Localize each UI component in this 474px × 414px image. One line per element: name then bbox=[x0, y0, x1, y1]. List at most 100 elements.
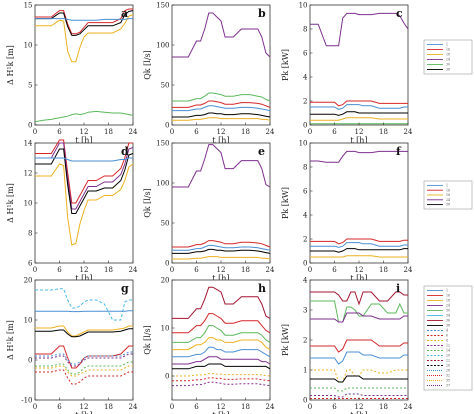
legend-label: 6 bbox=[446, 334, 448, 338]
legend-label: 38 bbox=[446, 203, 450, 207]
series-line-8 bbox=[35, 369, 133, 385]
series-line-6 bbox=[172, 117, 271, 121]
x-tick-label: 12 bbox=[355, 128, 364, 136]
x-tick-label: 18 bbox=[241, 266, 250, 274]
series-line-7 bbox=[172, 363, 271, 370]
y-tick-label: 100 bbox=[156, 42, 169, 50]
series-line-4 bbox=[310, 248, 408, 253]
x-tick-label: 6 bbox=[194, 266, 199, 274]
legend-label: 1 bbox=[446, 184, 448, 188]
plot-area bbox=[34, 279, 134, 401]
x-tick-label: 24 bbox=[266, 403, 275, 411]
legend-label: 12 bbox=[446, 344, 450, 348]
x-axis-label: t [h] bbox=[350, 411, 367, 414]
series-line-3 bbox=[35, 148, 134, 214]
y-tick-label: 2 bbox=[303, 337, 307, 345]
y-axis-label: Δ H¹k [m] bbox=[6, 45, 15, 85]
y-tick-label: 8 bbox=[28, 230, 32, 238]
series-line-3 bbox=[172, 100, 271, 108]
series-line-4 bbox=[172, 337, 271, 351]
series-line-3 bbox=[172, 244, 271, 251]
legend-label: 24 bbox=[446, 304, 450, 308]
legend-label: 18 bbox=[446, 53, 450, 57]
plot-area bbox=[34, 4, 134, 126]
y-tick-label: 10 bbox=[299, 140, 308, 148]
y-tick-label: 12 bbox=[24, 170, 33, 178]
y-tick-label: 2 bbox=[303, 98, 307, 106]
panel-e: 0 6 12 18 24 0 50 100 150 t [h] Qk [l/s] e bbox=[143, 140, 275, 284]
y-axis-label: Qk [l/s] bbox=[143, 325, 152, 355]
series-line-5 bbox=[310, 351, 408, 365]
legend-box bbox=[423, 39, 473, 75]
x-tick-label: 0 bbox=[308, 128, 312, 136]
series-line-9 bbox=[310, 393, 408, 398]
y-tick-label: 50 bbox=[161, 220, 170, 228]
legend-label: 32 bbox=[446, 374, 450, 378]
x-tick-label: 18 bbox=[104, 128, 113, 136]
legend-label: 24 bbox=[446, 198, 450, 202]
panel-label: i bbox=[396, 282, 400, 295]
series-line-2 bbox=[172, 313, 271, 334]
series-line-5 bbox=[172, 346, 271, 358]
series-line-4 bbox=[35, 163, 134, 246]
x-tick-label: 18 bbox=[241, 403, 250, 411]
y-tick-label: 0 bbox=[303, 122, 307, 130]
legend-label: 36 bbox=[446, 319, 450, 323]
y-tick-label: 10 bbox=[24, 317, 33, 325]
legend-label: 16 bbox=[446, 188, 450, 192]
legend-label: 38 bbox=[446, 324, 450, 328]
x-tick-label: 24 bbox=[404, 266, 413, 274]
series-line-1 bbox=[35, 288, 133, 321]
x-tick-label: 12 bbox=[217, 266, 226, 274]
panel-a: 0 6 12 18 24 0 5 10 15 t [h] Δ H¹k [m] a bbox=[6, 2, 138, 146]
series-line-3 bbox=[172, 325, 271, 343]
x-tick-label: 0 bbox=[33, 128, 37, 136]
x-tick-label: 6 bbox=[332, 403, 337, 411]
legend-label: 34 bbox=[446, 314, 450, 318]
legend-label: 28 bbox=[446, 369, 450, 373]
legend-label: 16 bbox=[446, 48, 450, 52]
x-tick-label: 0 bbox=[170, 266, 174, 274]
x-tick-label: 18 bbox=[379, 403, 388, 411]
x-tick-label: 24 bbox=[404, 403, 413, 411]
legend-label: 8 bbox=[446, 339, 448, 343]
panel-label: b bbox=[258, 7, 266, 20]
y-tick-label: 4 bbox=[303, 277, 308, 285]
y-tick-label: 15 bbox=[24, 2, 33, 10]
series-line-3 bbox=[310, 242, 408, 248]
series-line-6 bbox=[35, 353, 133, 367]
panel-label: f bbox=[396, 145, 402, 158]
series-line-2 bbox=[35, 142, 134, 210]
y-tick-label: 150 bbox=[156, 2, 169, 10]
series-line-7 bbox=[310, 375, 408, 383]
x-tick-label: 18 bbox=[379, 128, 388, 136]
legend-label: 20 bbox=[446, 354, 450, 358]
series-line-1 bbox=[35, 139, 133, 204]
panel-h: 0 6 12 18 24 0 10 20 t [h] Qk [l/s] h bbox=[143, 277, 275, 414]
x-tick-label: 0 bbox=[308, 266, 312, 274]
y-tick-label: 0 bbox=[303, 260, 307, 268]
y-tick-label: 4 bbox=[303, 212, 308, 220]
x-tick-label: 0 bbox=[308, 403, 312, 411]
panel-label: a bbox=[121, 7, 128, 20]
x-tick-label: 0 bbox=[170, 403, 174, 411]
series-line-5 bbox=[35, 157, 133, 162]
panel-label: g bbox=[121, 282, 129, 295]
series-line-4 bbox=[310, 111, 408, 116]
series-line-4 bbox=[310, 339, 408, 353]
legend-label: 16 bbox=[446, 294, 450, 298]
y-axis-label: Δ H¹k [m] bbox=[6, 320, 15, 360]
x-axis-label: t [h] bbox=[75, 136, 92, 145]
series-line-8 bbox=[310, 387, 408, 392]
y-axis-label: Qk [l/s] bbox=[143, 188, 152, 218]
y-tick-label: 8 bbox=[303, 26, 307, 34]
y-axis-label: Pk [kW] bbox=[281, 324, 290, 356]
x-axis-label: t [h] bbox=[75, 411, 92, 414]
x-tick-label: 24 bbox=[266, 128, 275, 136]
y-tick-label: 0 bbox=[165, 122, 169, 130]
series-line-5 bbox=[35, 345, 133, 369]
